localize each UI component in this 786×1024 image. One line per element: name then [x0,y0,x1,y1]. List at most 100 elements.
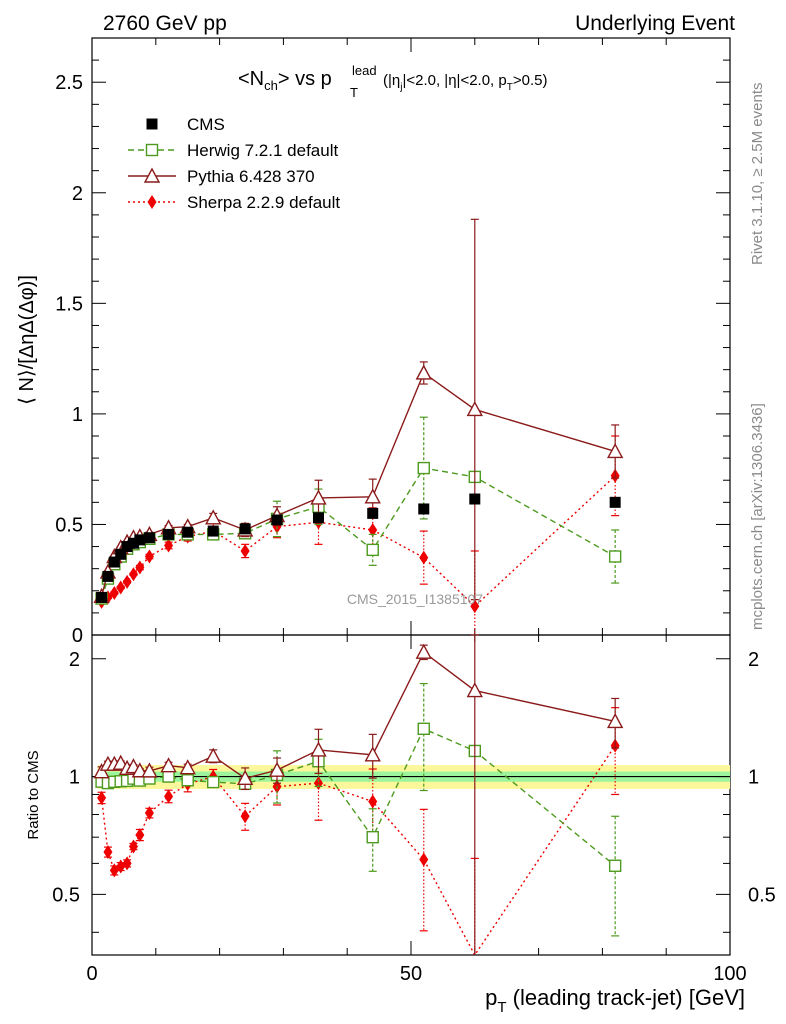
ratio-point [368,794,378,809]
ratio-point [364,746,381,762]
x-tick-label: 100 [713,963,746,985]
ratio-point [268,761,286,777]
main-point [417,461,430,475]
ratio-point [162,770,175,783]
svg-text:<Nch> vs p: <Nch> vs p [238,68,332,93]
ratio-point [366,830,379,844]
main-point [108,556,120,568]
main-series-2 [93,218,624,604]
main-point [182,526,194,538]
y-tick-label: 1 [72,404,83,426]
main-line [100,371,616,597]
main-point [144,549,154,564]
ratio-point [131,762,149,778]
main-point [96,591,108,603]
ratio-y-tick-label: 0.5 [52,884,80,906]
main-point [368,522,378,537]
ratio-y-tick-label-right: 1 [748,767,759,789]
title-cuts-c: >0.5) [513,72,548,89]
rivet-label: Rivet 3.1.10, ≥ 2.5M events [749,83,766,266]
ratio-point [144,806,154,821]
ratio-point [207,775,220,789]
ratio-point [122,856,132,871]
x-tick-label: 50 [400,963,422,985]
header-right: Underlying Event [575,12,735,35]
title-sub-t: T [350,85,358,100]
legend-entry: CMS [146,115,225,134]
ratio-point [415,643,432,659]
axis-ticks [91,37,731,955]
legend-label: Pythia 6.428 370 [187,167,315,186]
ratio-point [181,774,194,787]
legend-marker [143,167,161,183]
plot-title: <Nch> vs p lead T (|ηj|<2.0, |η|<2.0, pT… [238,63,547,100]
legend-marker [147,195,157,209]
main-point [240,543,250,558]
mcplots-label: mcplots.cern.ch [arXiv:1306.3436] [749,403,766,630]
ratio-point [608,859,622,872]
main-line [100,467,616,599]
ratio-series-1 [95,682,622,937]
main-point [134,534,146,546]
main-point [310,489,327,505]
main-point [418,503,430,515]
ratio-point [205,747,222,763]
main-point [115,548,127,560]
main-point [163,528,175,540]
ratio-point [103,845,113,860]
main-point [415,364,432,380]
main-point [469,493,481,505]
main-point [164,538,174,553]
y-tick-label: 2 [72,183,83,205]
ratio-series-2 [93,634,624,955]
tick-labels: 0 50 100 0 0.5 1 1.5 2 2.5 0.5 0.5 1 1 2 2 [52,72,776,985]
main-point [128,567,138,582]
ratio-point [128,839,138,854]
main-point [271,514,283,526]
title-cuts-sub-t: T [507,82,513,93]
ratio-point [606,712,624,729]
ratio-plot-frame [91,634,731,956]
main-point [364,488,381,504]
ratio-point [160,757,177,773]
main-point [122,574,132,589]
x-tick-label: 0 [86,963,97,985]
legend-entry: Sherpa 2.2.9 default [128,193,340,212]
y-axis-label-main: ⟨ N⟩/[ΔηΔ(Δφ)] [16,275,38,405]
main-line [101,475,616,608]
legend-label: Herwig 7.2.1 default [187,141,338,160]
ratio-series [93,634,624,957]
main-point [207,525,219,537]
main-point [205,509,222,525]
y-tick-label: 0.5 [55,514,83,536]
title-nch-sub: ch [264,78,278,93]
ratio-point [466,682,483,698]
title-nch: <N [238,68,264,90]
legend-label: CMS [187,115,225,134]
main-point [606,443,624,459]
analysis-watermark: CMS_2015_I1385107 [347,591,483,607]
ratio-point [135,827,145,842]
ratio-point [141,762,158,778]
y-tick-label: 2.5 [55,72,83,94]
header-left: 2760 GeV pp [103,12,227,35]
main-point [466,400,483,417]
main-point [109,585,119,600]
ratio-y-tick-label-right: 2 [748,649,759,671]
main-point [366,543,379,557]
ratio-point [236,769,254,786]
legend-entry: Pythia 6.428 370 [128,167,315,186]
ratio-y-tick-label: 2 [69,649,80,671]
main-point [121,541,133,553]
main-point [419,550,429,565]
legend: CMS Herwig 7.2.1 default Pythia 6.428 370 S… [128,115,340,212]
ratio-point [240,809,250,824]
svg-text:(|ηj|<2.0, |η|<2.0, pT>0.5): (|ηj|<2.0, |η|<2.0, pT>0.5) [383,72,547,93]
title-cuts-a: (|η [383,72,400,89]
ratio-line [101,651,616,780]
main-series [93,218,624,635]
ratio-y-tick-label-right: 0.5 [748,884,776,906]
main-point [470,599,480,614]
title-mid: > vs p [278,68,332,90]
